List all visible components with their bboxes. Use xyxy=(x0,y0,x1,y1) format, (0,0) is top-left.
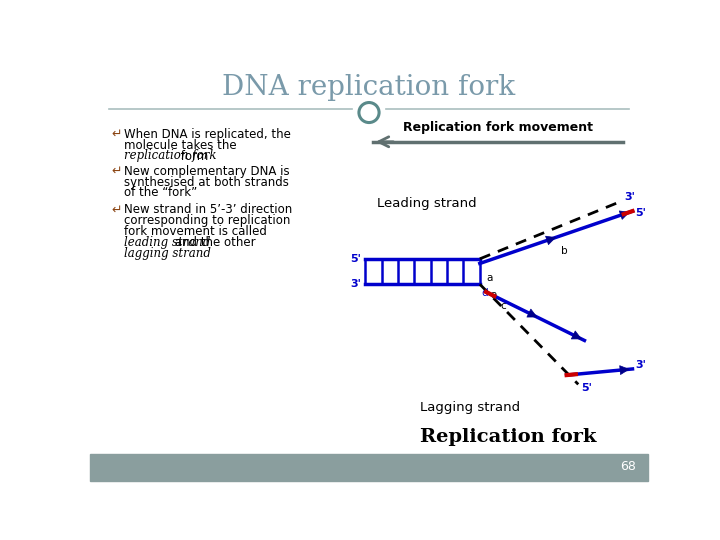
Text: ↵: ↵ xyxy=(112,165,122,178)
Bar xyxy=(90,454,648,481)
Text: corresponding to replication: corresponding to replication xyxy=(124,214,290,227)
Text: lagging strand: lagging strand xyxy=(124,247,211,260)
Text: form: form xyxy=(177,150,208,163)
Text: 68: 68 xyxy=(621,460,636,473)
Text: d: d xyxy=(482,288,488,298)
Text: Leading strand: Leading strand xyxy=(377,197,477,210)
Text: ↵: ↵ xyxy=(112,128,122,141)
Text: ↵: ↵ xyxy=(112,204,122,217)
Text: 5': 5' xyxy=(351,254,361,264)
Text: 3': 3' xyxy=(636,360,647,370)
Text: DNA replication fork: DNA replication fork xyxy=(222,75,516,102)
Text: b: b xyxy=(561,246,567,256)
Text: 3': 3' xyxy=(351,279,361,289)
Text: and the other: and the other xyxy=(171,236,255,249)
Text: 5': 5' xyxy=(636,208,647,218)
Text: fork movement is called: fork movement is called xyxy=(124,225,267,238)
Text: synthesised at both strands: synthesised at both strands xyxy=(124,176,289,188)
Text: Replication fork: Replication fork xyxy=(420,428,597,445)
Text: leading strand: leading strand xyxy=(124,236,210,249)
Text: replication fork: replication fork xyxy=(124,150,217,163)
Text: 3': 3' xyxy=(625,192,636,202)
Text: molecule takes the: molecule takes the xyxy=(124,139,237,152)
Text: a: a xyxy=(486,273,492,283)
Text: Replication fork movement: Replication fork movement xyxy=(402,121,593,134)
Text: of the “fork”: of the “fork” xyxy=(124,186,197,199)
Text: Lagging strand: Lagging strand xyxy=(420,401,520,414)
Text: c: c xyxy=(500,301,505,311)
Text: a: a xyxy=(490,291,496,300)
Text: New complementary DNA is: New complementary DNA is xyxy=(124,165,289,178)
Text: 5': 5' xyxy=(581,383,593,393)
Text: New strand in 5’-3’ direction: New strand in 5’-3’ direction xyxy=(124,204,292,217)
Text: When DNA is replicated, the: When DNA is replicated, the xyxy=(124,128,291,141)
